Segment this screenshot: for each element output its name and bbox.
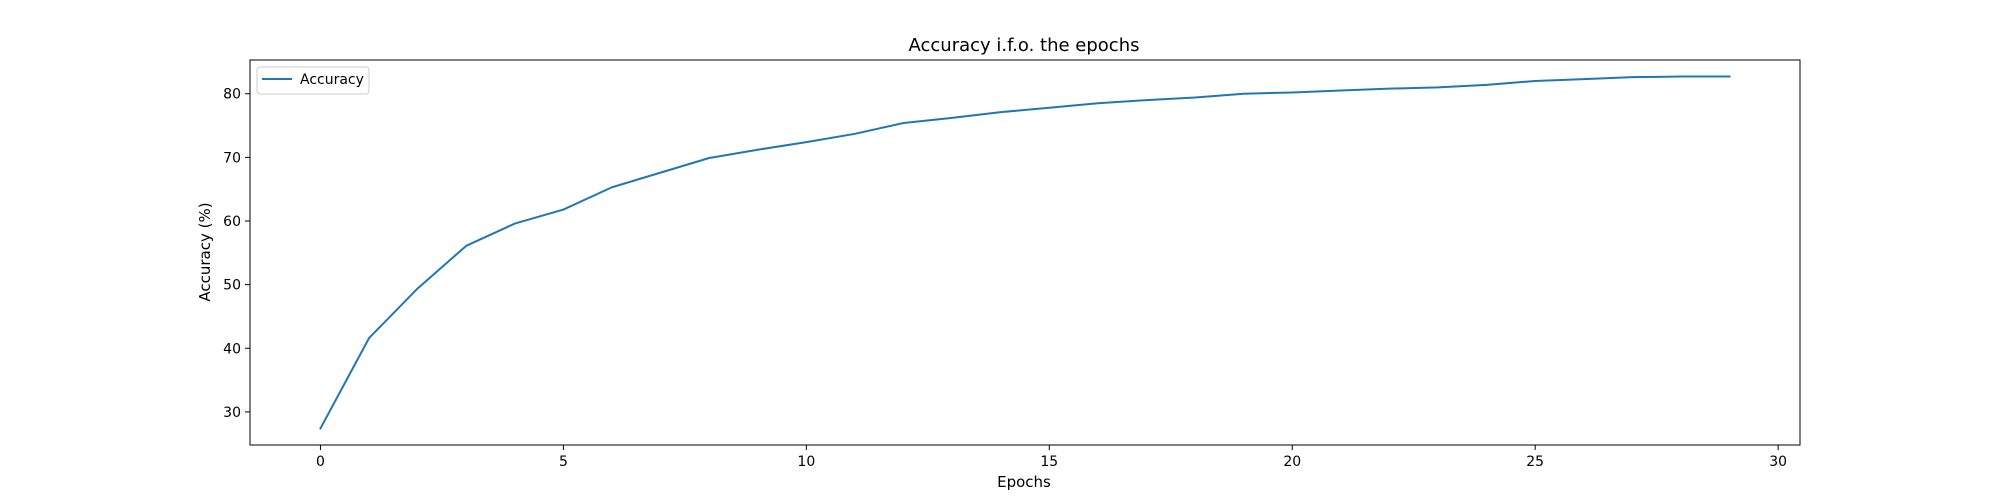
legend-box [256,66,370,95]
x-tick-label: 5 [559,454,568,470]
x-tick-label: 25 [1526,454,1544,470]
x-tick-label: 0 [316,454,325,470]
chart-title: Accuracy i.f.o. the epochs [909,35,1140,56]
x-tick-label: 15 [1040,454,1058,470]
x-axis-label: Epochs [997,473,1051,491]
axis-ticks: 0 5 10 15 20 25 30 30 40 50 60 70 80 [223,87,1787,470]
x-tick-label: 20 [1283,454,1301,470]
y-tick-label: 50 [223,278,241,294]
plot-frame [249,59,1801,446]
y-tick-label: 40 [223,341,241,357]
series-lines [319,75,1731,430]
y-tick-label: 70 [223,150,241,166]
legend: Accuracy [256,66,370,95]
y-axis-label: Accuracy (%) [196,202,214,301]
plot-area [250,60,1800,445]
series-line-accuracy [319,75,1731,430]
y-tick-label: 60 [223,214,241,230]
x-tick-label: 10 [797,454,815,470]
y-tick-label: 30 [223,405,241,421]
x-tick-label: 30 [1769,454,1787,470]
y-tick-label: 80 [223,87,241,103]
legend-label-accuracy: Accuracy [300,72,364,88]
